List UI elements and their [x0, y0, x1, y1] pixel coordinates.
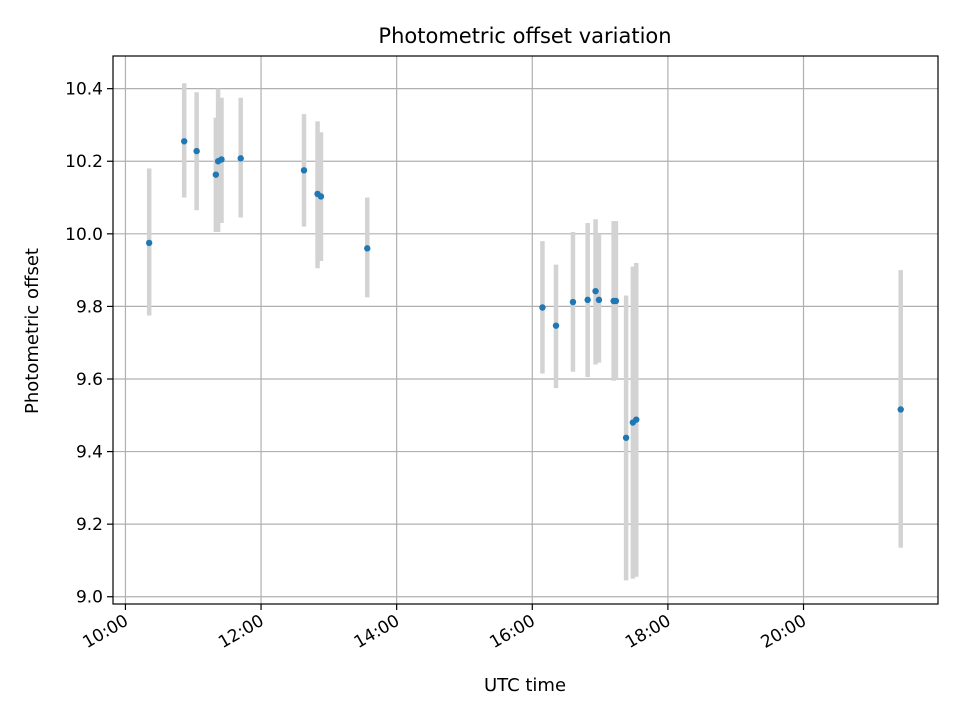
grid: [113, 56, 938, 604]
data-point: [193, 147, 200, 155]
data-point: [145, 239, 153, 247]
x-tick-label: 20:00: [758, 611, 810, 653]
error-bars: [146, 83, 903, 581]
x-axis-label: UTC time: [484, 675, 566, 696]
x-axis: 10:00 12:00 14:00 16:00 18:00 20:00: [79, 604, 810, 653]
data-points: [145, 138, 904, 441]
y-axis-label: Photometric offset: [22, 248, 43, 414]
x-tick-label: 12:00: [215, 611, 267, 653]
data-point: [364, 245, 371, 252]
y-tick-label: 9.8: [76, 297, 103, 317]
y-axis: 9.0 9.2 9.4 9.6 9.8 10.0 10.2 10.4: [65, 80, 113, 608]
data-point: [592, 287, 599, 295]
y-tick-label: 10.0: [65, 225, 103, 245]
y-tick-label: 10.4: [65, 80, 103, 100]
plot-frame: [112, 55, 939, 605]
data-point: [622, 434, 630, 441]
y-tick-label: 10.2: [65, 152, 103, 172]
x-tick-label: 16:00: [486, 611, 538, 653]
data-point: [237, 155, 244, 162]
data-point: [212, 171, 220, 178]
y-tick-label: 9.4: [76, 443, 103, 463]
chart-title: Photometric offset variation: [378, 24, 671, 48]
data-point: [612, 297, 620, 305]
y-tick-label: 9.0: [76, 588, 103, 608]
data-point: [595, 296, 603, 304]
y-tick-label: 9.2: [76, 515, 103, 535]
x-tick-label: 14:00: [351, 611, 403, 653]
data-point: [300, 167, 308, 174]
data-point: [180, 138, 188, 145]
data-point: [569, 298, 577, 306]
data-point: [552, 322, 560, 329]
data-point: [218, 156, 225, 163]
data-point: [539, 304, 546, 311]
data-point: [584, 296, 591, 304]
x-tick-label: 18:00: [622, 611, 674, 653]
y-tick-label: 9.6: [76, 370, 103, 390]
data-point: [633, 416, 640, 423]
x-tick-label: 10:00: [79, 611, 131, 653]
data-point: [317, 193, 325, 200]
data-point: [897, 406, 904, 413]
